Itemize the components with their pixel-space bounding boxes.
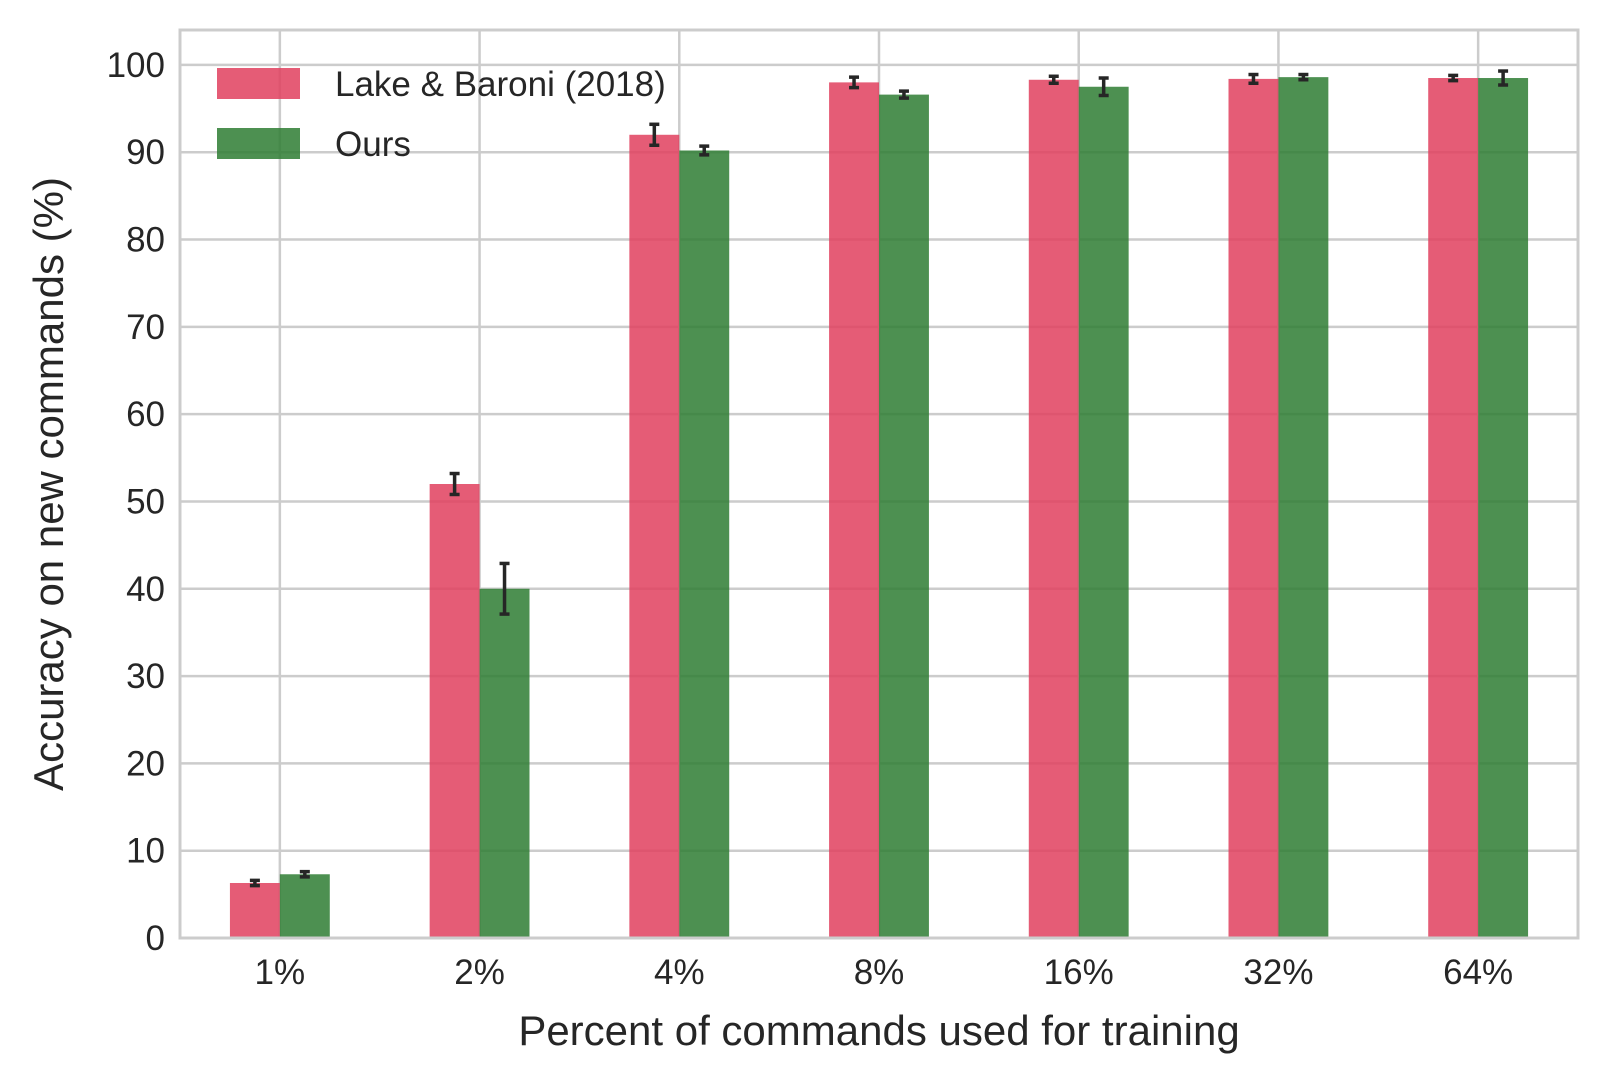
bar-lake-baroni: [229, 882, 280, 938]
bar-lake-baroni: [829, 82, 879, 938]
bar-ours: [479, 588, 530, 938]
legend-swatch-ours: [217, 128, 300, 159]
x-tick-label: 2%: [454, 953, 505, 992]
legend-label-lake-baroni: Lake & Baroni (2018): [335, 65, 666, 104]
y-tick-label: 50: [126, 482, 165, 521]
bar-ours: [1478, 78, 1529, 939]
bar-layer: [229, 77, 1529, 939]
y-tick-label: 70: [126, 308, 165, 347]
bar-ours: [1278, 77, 1329, 938]
y-tick-label: 60: [126, 395, 165, 434]
y-tick-label: 80: [126, 221, 165, 260]
x-tick-label: 1%: [255, 953, 306, 992]
x-tick-label: 64%: [1443, 953, 1513, 992]
bar-lake-baroni: [429, 484, 480, 938]
bar-ours: [279, 874, 330, 938]
y-tick-label: 100: [107, 46, 165, 85]
bar-ours: [1078, 86, 1129, 938]
x-tick-label: 4%: [654, 953, 705, 992]
y-tick-label: 90: [126, 133, 165, 172]
y-axis-label: Accuracy on new commands (%): [25, 177, 72, 791]
y-tick-label: 10: [126, 832, 165, 871]
x-tick-labels: 1% 2% 4% 8% 16% 32% 64%: [255, 953, 1514, 992]
x-tick-label: 8%: [854, 953, 905, 992]
legend: Lake & Baroni (2018) Ours: [217, 65, 666, 164]
error-bar-layer: [249, 69, 1509, 888]
bar-lake-baroni: [1228, 78, 1279, 938]
bar-ours: [879, 94, 929, 939]
x-tick-label: 32%: [1243, 953, 1313, 992]
y-tick-label: 0: [146, 919, 165, 958]
bar-ours: [679, 150, 730, 938]
y-tick-label: 30: [126, 657, 165, 696]
x-tick-label: 16%: [1044, 953, 1114, 992]
legend-label-ours: Ours: [335, 125, 411, 164]
bar-lake-baroni: [1428, 78, 1479, 939]
legend-swatch-lake-baroni: [217, 68, 300, 99]
bar-lake-baroni: [1028, 79, 1079, 938]
x-axis-label: Percent of commands used for training: [518, 1007, 1239, 1054]
y-tick-label: 20: [126, 744, 165, 783]
y-tick-labels: 0 10 20 30 40 50 60 70 80 90 100: [107, 46, 165, 958]
bar-lake-baroni: [629, 134, 680, 938]
y-tick-label: 40: [126, 570, 165, 609]
plot-frame: [178, 28, 1580, 940]
